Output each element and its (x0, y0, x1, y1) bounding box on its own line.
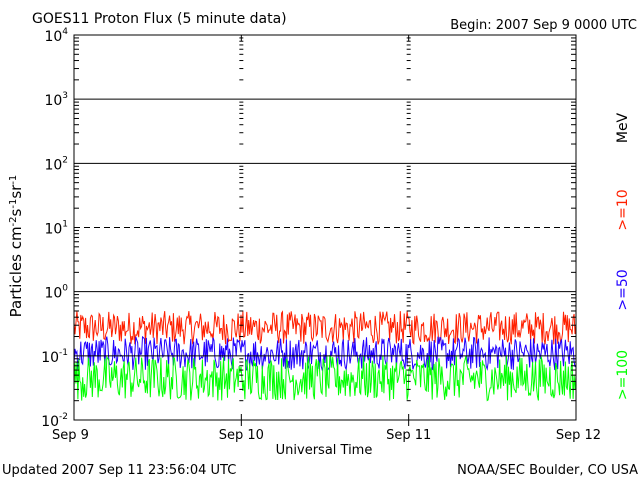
updated-time: Updated 2007 Sep 11 23:56:04 UTC (2, 463, 236, 478)
y-tick-label: 102 (44, 155, 68, 173)
y-tick-label: 10-2 (41, 412, 68, 430)
y-tick-exponent: 0 (62, 284, 68, 294)
begin-time: Begin: 2007 Sep 9 0000 UTC (450, 18, 637, 33)
series-layer (73, 310, 577, 402)
y-tick-label: 100 (44, 284, 68, 302)
y-axis-label: Particles cm-2s-1sr-1 (7, 175, 25, 318)
series-line (73, 335, 577, 372)
y-tick-base: 10 (44, 222, 62, 238)
grid-layer (74, 35, 576, 426)
y-tick-exponent: 2 (62, 155, 68, 165)
y-tick-label: 104 (44, 27, 68, 45)
x-tick-label: Sep 9 (52, 428, 89, 443)
y-tick-base: 10 (41, 414, 59, 430)
x-tick-label: Sep 10 (219, 428, 264, 443)
x-tick-label: Sep 11 (386, 428, 431, 443)
y-tick-base: 10 (44, 93, 62, 109)
legend: >=10 >=50 >=100 MeV (615, 112, 631, 400)
x-axis-label: Universal Time (276, 443, 373, 458)
y-tick-label: 10-1 (41, 348, 68, 366)
y-tick-label: 103 (44, 91, 68, 109)
series-line (73, 354, 577, 402)
credit: NOAA/SEC Boulder, CO USA (457, 463, 638, 478)
legend-unit: MeV (615, 112, 631, 143)
legend-entry: >=10 (615, 189, 631, 230)
x-tick-labels: Sep 9 Sep 10 Sep 11 Sep 12 (52, 428, 601, 443)
series-line (73, 310, 577, 346)
y-tick-exponent: 3 (62, 91, 68, 101)
plot-frame (73, 34, 577, 421)
y-tick-exponent: 4 (62, 27, 68, 37)
legend-entry: >=100 (615, 350, 631, 400)
y-tick-exponent: -1 (59, 348, 68, 358)
legend-entry: >=50 (615, 269, 631, 310)
y-tick-base: 10 (44, 286, 62, 302)
y-tick-exponent: -2 (59, 412, 68, 422)
y-tick-exponent: 1 (62, 220, 68, 230)
y-tick-base: 10 (44, 157, 62, 173)
y-tick-base: 10 (41, 350, 59, 366)
y-tick-base: 10 (44, 29, 62, 45)
chart-title: GOES11 Proton Flux (5 minute data) (32, 11, 287, 27)
y-tick-label: 101 (44, 220, 68, 238)
x-tick-label: Sep 12 (556, 428, 601, 443)
